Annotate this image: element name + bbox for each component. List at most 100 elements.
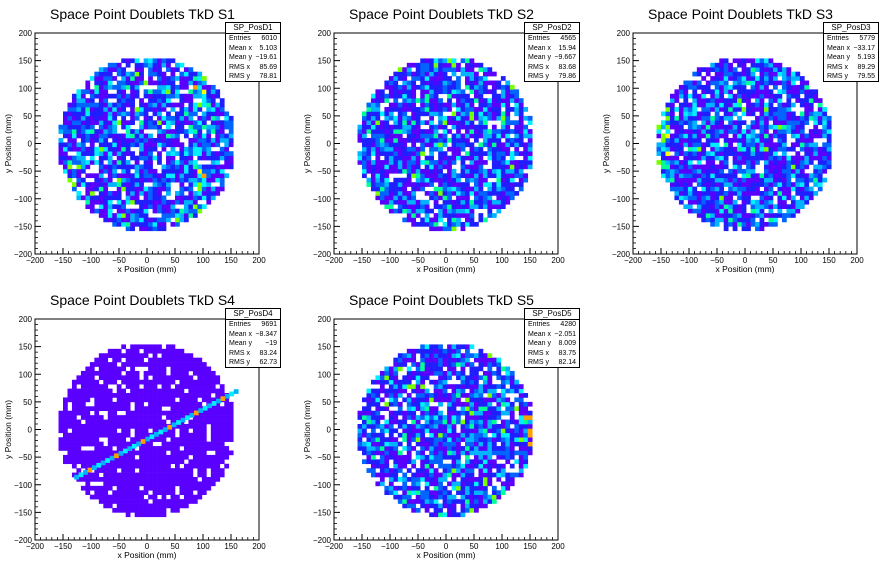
heatmap-cell <box>687 93 693 99</box>
heatmap-cell <box>505 160 511 165</box>
heatmap-cell <box>411 195 417 201</box>
x-axis-label: x Position (mm) <box>117 264 176 274</box>
heatmap-cell <box>438 98 443 103</box>
heatmap-cell <box>393 428 399 434</box>
heatmap-cell <box>384 423 390 429</box>
heatmap-cell <box>58 155 64 161</box>
heatmap-cell <box>112 62 118 68</box>
heatmap-cell <box>58 124 64 130</box>
heatmap-cell <box>188 142 194 148</box>
heatmap-cell <box>687 107 693 112</box>
heatmap-cell <box>384 142 390 148</box>
heatmap-cell <box>402 164 408 170</box>
x-tick-label: −50 <box>411 256 425 265</box>
heatmap-cell <box>741 208 747 214</box>
heatmap-cell <box>388 76 394 81</box>
heatmap-cell <box>728 195 733 201</box>
heatmap-cell <box>741 195 747 201</box>
heatmap-cell <box>197 191 203 196</box>
heatmap-cell <box>469 102 475 108</box>
heatmap-cell <box>692 177 698 183</box>
heatmap-cell <box>375 120 381 126</box>
heatmap-cell <box>420 137 426 143</box>
heatmap-cell <box>161 173 167 179</box>
heatmap-cell <box>161 89 167 95</box>
heatmap-cell <box>491 111 497 117</box>
heatmap-cell <box>210 142 216 148</box>
heatmap-cell <box>746 155 751 161</box>
heatmap-cell <box>370 423 376 429</box>
heatmap-cell <box>491 93 497 99</box>
heatmap-cell <box>674 146 680 152</box>
heatmap-cell <box>375 177 381 183</box>
heatmap-cell <box>719 124 725 130</box>
heatmap-cell <box>166 182 171 187</box>
heatmap-cell <box>85 84 91 90</box>
heatmap-cell <box>375 423 381 429</box>
heatmap-cell <box>759 84 765 90</box>
heatmap-cell <box>500 155 506 161</box>
heatmap-cell <box>143 107 149 112</box>
heatmap-cell <box>228 115 234 121</box>
heatmap-cell <box>474 89 479 95</box>
heatmap-cell <box>366 115 372 121</box>
heatmap-cell <box>460 58 466 64</box>
heatmap-cell <box>370 441 376 447</box>
heatmap-cell <box>179 199 185 205</box>
heatmap-cell <box>166 62 171 68</box>
heatmap-cell <box>161 164 167 170</box>
heatmap-cell <box>737 195 742 201</box>
heatmap-cell <box>478 84 484 90</box>
y-tick-label: −150 <box>14 222 33 231</box>
heatmap-cell <box>755 199 760 205</box>
heatmap-cell <box>192 71 198 77</box>
heatmap-cell <box>219 124 225 130</box>
heatmap-cell <box>523 129 529 134</box>
heatmap-cell <box>741 67 747 72</box>
heatmap-cell <box>370 419 376 425</box>
heatmap-cell <box>370 146 376 152</box>
heatmap-cell <box>224 133 230 139</box>
heatmap-cell <box>103 168 109 174</box>
heatmap-cell <box>732 164 738 170</box>
heatmap-cell <box>665 155 671 161</box>
heatmap-cell <box>197 76 203 81</box>
heatmap-cell <box>732 186 738 192</box>
heatmap-cell <box>723 208 729 214</box>
heatmap-cell <box>379 182 385 187</box>
heatmap-cell <box>67 168 73 174</box>
heatmap-cell <box>469 84 475 90</box>
heatmap-cell <box>474 155 479 161</box>
heatmap-cell <box>121 67 127 72</box>
heatmap-cell <box>384 107 390 112</box>
heatmap-cell <box>514 120 520 126</box>
heatmap-cell <box>755 146 760 152</box>
heatmap-cell <box>737 204 742 209</box>
heatmap-cell <box>85 182 91 187</box>
heatmap-cell <box>678 186 684 192</box>
heatmap-cell <box>76 124 82 130</box>
heatmap-cell <box>130 221 135 227</box>
heatmap-cell <box>696 142 702 148</box>
heatmap-cell <box>370 454 376 460</box>
heatmap-cell <box>215 142 221 148</box>
heatmap-cell <box>397 155 403 161</box>
heatmap-cell <box>384 393 390 398</box>
heatmap-cell <box>469 177 475 183</box>
heatmap-cell <box>130 58 135 64</box>
heatmap-cell <box>424 155 430 161</box>
heatmap-cell <box>375 441 381 447</box>
heatmap-cell <box>388 168 394 174</box>
heatmap-cell <box>723 191 729 196</box>
heatmap-cell <box>746 199 751 205</box>
heatmap-cell <box>134 89 140 95</box>
heatmap-cell <box>478 186 484 192</box>
heatmap-cell <box>411 93 417 99</box>
heatmap-cell <box>773 98 778 103</box>
heatmap-cell <box>474 129 479 134</box>
heatmap-cell <box>714 80 720 86</box>
heatmap-cell <box>121 120 127 126</box>
heatmap-cell <box>741 151 747 156</box>
heatmap-cell <box>750 80 756 86</box>
